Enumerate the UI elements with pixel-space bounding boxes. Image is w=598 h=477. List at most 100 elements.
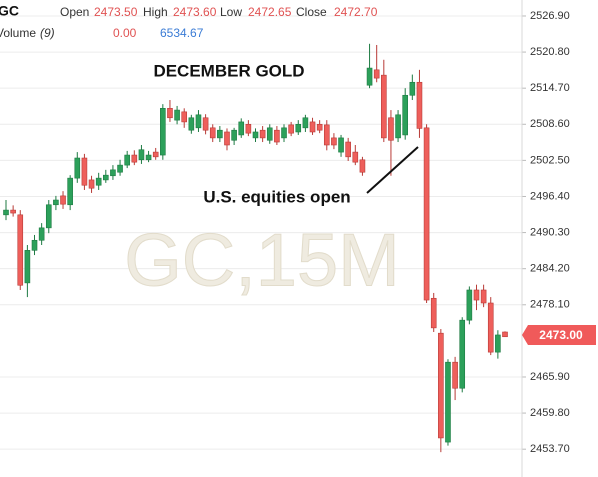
candle-body [24, 250, 31, 284]
candle-body [409, 81, 416, 96]
candle-body [238, 121, 245, 136]
candle-body [295, 123, 302, 133]
candle-body [445, 361, 451, 443]
candle-body [174, 109, 180, 121]
candle-body [459, 319, 466, 389]
y-tick-label: 2453.70 [530, 443, 570, 455]
volume-value: 0.00 [113, 26, 137, 40]
y-tick-label: 2478.10 [530, 299, 570, 311]
candle-body [117, 164, 123, 173]
y-tick-label: 2508.60 [530, 118, 570, 130]
field-value: 2473.50 [94, 5, 138, 19]
candle-body [487, 302, 494, 353]
field-value: 2472.65 [248, 5, 292, 19]
candle-body [366, 67, 373, 86]
candle-body [495, 334, 501, 353]
candle-body [423, 127, 430, 301]
volume-period: (9) [40, 26, 55, 40]
volume-label: Volume [0, 26, 36, 40]
candle-body [131, 154, 138, 163]
field-value: 2472.70 [334, 5, 378, 19]
candle-body [302, 117, 309, 129]
candle-body [345, 141, 351, 158]
candle-body [224, 131, 230, 146]
last-price-pointer [522, 324, 596, 345]
candle-body [373, 69, 380, 79]
y-tick-label: 2490.30 [530, 226, 570, 238]
candle-body [202, 117, 209, 131]
candle-body [74, 157, 81, 179]
candle-body [45, 204, 52, 229]
candle-body [388, 117, 394, 141]
candle-body [60, 195, 66, 205]
candle-body [124, 154, 130, 166]
candle-body [67, 177, 73, 206]
candle-body [152, 151, 159, 158]
candle-body [352, 151, 359, 163]
candle-body [480, 289, 487, 304]
candle-body [502, 331, 508, 338]
candle-body [452, 361, 458, 389]
candle-body [167, 108, 173, 119]
candle-body [252, 131, 259, 139]
candle-body [395, 114, 401, 139]
candle-body [309, 121, 316, 133]
chart-title: DECEMBER GOLD [153, 61, 304, 80]
candle-body [138, 149, 145, 161]
candle-body [160, 108, 166, 156]
watermark: GC,15M [124, 219, 400, 302]
field-label: Open [60, 5, 89, 19]
candle-body [181, 111, 188, 123]
candle-body [145, 154, 152, 161]
candle-body [195, 114, 202, 129]
candle-body [274, 129, 280, 143]
candle-body [473, 289, 480, 301]
candle-body [217, 129, 223, 139]
candle-body [81, 157, 88, 186]
field-value: 2473.60 [173, 5, 217, 19]
candle-body [338, 137, 344, 153]
candle-body [245, 123, 252, 134]
last-price-label: 2473.00 [539, 328, 583, 342]
field-label: Close [296, 5, 327, 19]
candle-body [281, 127, 287, 139]
candle-body [3, 209, 9, 216]
candle-body [38, 227, 45, 241]
candle-body [88, 179, 95, 189]
candle-body [17, 214, 24, 286]
candle-body [110, 169, 116, 177]
field-label: High [143, 5, 168, 19]
candle-body [331, 137, 337, 146]
y-tick-label: 2484.20 [530, 263, 570, 275]
y-tick-label: 2465.90 [530, 371, 570, 383]
y-tick-label: 2502.50 [530, 154, 570, 166]
candle-body [95, 177, 102, 186]
candle-body [266, 127, 273, 141]
candle-body [438, 332, 444, 439]
y-tick-label: 2514.70 [530, 82, 570, 94]
candle-body [288, 124, 294, 134]
plot-layer [3, 43, 508, 453]
background-layer [0, 15, 526, 450]
field-label: Low [220, 5, 242, 19]
y-tick-label: 2526.90 [530, 10, 570, 22]
annotation-line [366, 146, 419, 194]
candle-body [416, 81, 423, 129]
candle-body [316, 123, 323, 131]
symbol: GC [0, 3, 19, 19]
candle-body [188, 117, 195, 131]
candle-body [430, 297, 437, 329]
candle-body [53, 199, 59, 206]
candle-body [466, 289, 473, 321]
y-tick-label: 2496.40 [530, 190, 570, 202]
candle-body [103, 174, 109, 181]
candle-body [31, 239, 38, 251]
candle-body [209, 127, 216, 139]
candle-body [231, 129, 237, 141]
candle-body [402, 94, 409, 136]
y-tick-label: 2520.80 [530, 46, 570, 58]
candle-body [10, 209, 16, 214]
candle-body [381, 74, 387, 139]
candle-body [323, 124, 330, 146]
